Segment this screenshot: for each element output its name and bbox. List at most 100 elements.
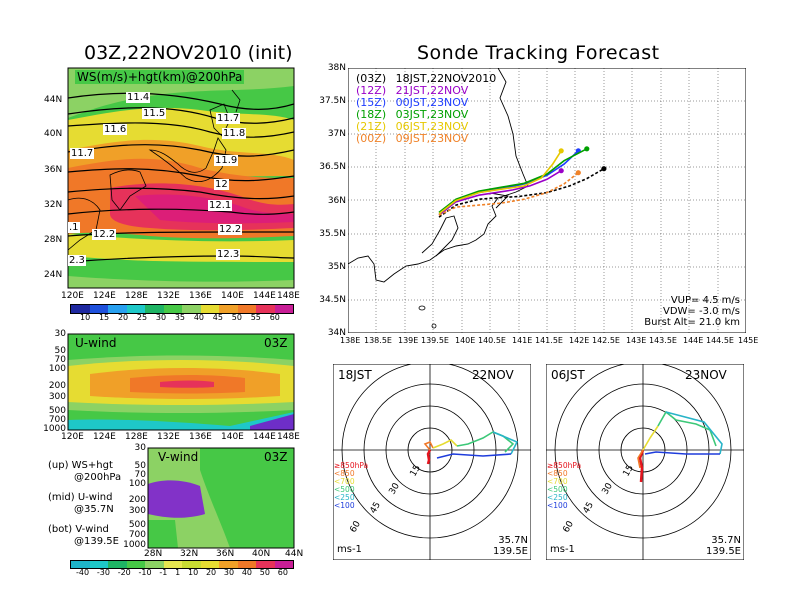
note: (up) WS+hgt @200hPa [48, 460, 121, 484]
lon-tick: 139E [398, 336, 419, 345]
lat-tick: 37.5N [319, 96, 346, 106]
p-tick: 70 [134, 470, 146, 480]
legend-jst: 06JST,23NOV [395, 120, 469, 133]
lon-tick: 144E [683, 336, 704, 345]
legend-entry: (12Z) 21JST,22NOV [356, 85, 496, 97]
u-wind-label: U-wind [75, 336, 117, 350]
lat-tick: 24N [44, 270, 63, 280]
colorbar-tick: 20 [205, 568, 217, 577]
u-wind-time: 03Z [264, 336, 288, 350]
left-title: 03Z,22NOV2010 (init) [84, 42, 293, 64]
note-line: (mid) U-wind [48, 492, 113, 503]
legend-level: <250 [334, 493, 355, 502]
colorbar-tick: -1 [159, 568, 168, 577]
p-tick: 1000 [43, 424, 66, 434]
note-line: (up) WS+hgt [48, 460, 113, 471]
legend-level: <100 [547, 501, 568, 510]
lon-tick: 138E [340, 336, 361, 345]
note-line: (bot) V-wind [48, 524, 109, 535]
lon-tick: 144E [253, 432, 276, 442]
lat-tick: 32N [180, 549, 199, 559]
colorbar-tick: 25 [136, 313, 148, 322]
colorbar-tick: 40 [193, 313, 204, 322]
lat-tick: 28N [44, 235, 63, 245]
hodo-left-lon: 139.5E [493, 546, 528, 557]
legend-jst: 18JST,22NOV2010 [395, 72, 497, 85]
p-tick: 300 [48, 392, 66, 402]
p-tick: 100 [48, 364, 66, 374]
p-tick: 700 [48, 415, 66, 425]
hodo-right-legend: ≥850hPa <850 <700 <500 <250 <100 [547, 462, 581, 510]
hodo-right-lat: 35.7N [711, 535, 741, 546]
lon-tick: 136E [189, 432, 212, 442]
track-line [438, 170, 562, 216]
hodo-left-legend: ≥850hPa <850 <700 <500 <250 <100 [334, 462, 368, 510]
lat-tick: 34.5N [319, 295, 346, 305]
p-tick: 200 [128, 495, 146, 505]
colorbar-tick: 1 [175, 568, 181, 577]
p-tick: 700 [128, 530, 146, 540]
lon-tick: 132E [157, 291, 180, 301]
lat-tick: 36N [216, 549, 235, 559]
colorbar-tick: 15 [98, 313, 110, 322]
colorbar-tick: -30 [96, 568, 110, 577]
lon-tick: 136E [189, 291, 212, 301]
legend-level: ≥850hPa [547, 461, 582, 470]
param-burst: Burst Alt= 21.0 km [644, 317, 740, 328]
legend-utc: (18Z) [356, 108, 387, 121]
lon-tick: 140E [221, 291, 244, 301]
legend-jst: 00JST,23NOV [395, 96, 469, 109]
legend-level: <850 [547, 469, 568, 478]
lon-tick: 138.5E [364, 336, 392, 345]
legend-utc: (00Z) [356, 132, 387, 145]
hodo-right-lon: 139.5E [706, 546, 741, 557]
track-line [438, 150, 562, 215]
colorbar-tick: 55 [250, 313, 261, 322]
lon-tick: 124E [93, 291, 116, 301]
track-line [438, 148, 588, 214]
colorbar-tick: -20 [117, 568, 131, 577]
track-endpoint [558, 168, 564, 174]
p-tick: 100 [128, 479, 146, 489]
track-plot [348, 68, 746, 333]
legend-level: <100 [334, 501, 355, 510]
lon-tick: 141E [512, 336, 533, 345]
colorbar-tick: 50 [259, 568, 270, 577]
legend-jst: 03JST,23NOV [395, 108, 469, 121]
colorbar-tick: 10 [80, 313, 91, 322]
p-tick: 1000 [123, 540, 146, 550]
hodograph-right [546, 364, 744, 560]
lat-tick: 44N [44, 95, 63, 105]
legend-level: <250 [547, 493, 568, 502]
track-legend: (03Z) 18JST,22NOV2010 (12Z) 21JST,22NOV … [356, 73, 496, 145]
colorbar-tick: 35 [174, 313, 186, 322]
legend-entry: (21Z) 06JST,23NOV [356, 121, 496, 133]
note: (bot) V-wind @139.5E [48, 524, 121, 548]
track-endpoint [558, 148, 564, 154]
wind-colorbar [70, 560, 294, 569]
hodo-left-lat: 35.7N [498, 535, 528, 546]
lon-tick: 139.5E [421, 336, 449, 345]
wind-colorbar-ticks: -40 -30 -20 -10 -1 1 10 20 30 40 50 60 [76, 568, 288, 577]
v-wind-time: 03Z [264, 450, 288, 464]
lon-tick: 143E [626, 336, 647, 345]
colorbar-tick: 30 [155, 313, 167, 322]
hodo-left-unit: ms-1 [337, 544, 362, 555]
legend-level: <500 [334, 485, 355, 494]
legend-entry: (03Z) 18JST,22NOV2010 [356, 73, 496, 85]
right-title: Sonde Tracking Forecast [417, 42, 660, 64]
p-tick: 200 [48, 381, 66, 391]
legend-level: <500 [547, 485, 568, 494]
legend-level: <700 [547, 477, 568, 486]
lat-tick: 38N [327, 63, 346, 73]
hodo-right-unit: ms-1 [550, 544, 575, 555]
hodograph-left [333, 364, 531, 560]
lon-tick: 132E [157, 432, 180, 442]
lon-tick: 144E [253, 291, 276, 301]
legend-utc: (03Z) [356, 72, 387, 85]
lon-tick: 120E [61, 432, 84, 442]
lon-tick: 142.5E [592, 336, 620, 345]
lat-tick: 40N [44, 129, 63, 139]
p-tick: 30 [134, 443, 146, 453]
